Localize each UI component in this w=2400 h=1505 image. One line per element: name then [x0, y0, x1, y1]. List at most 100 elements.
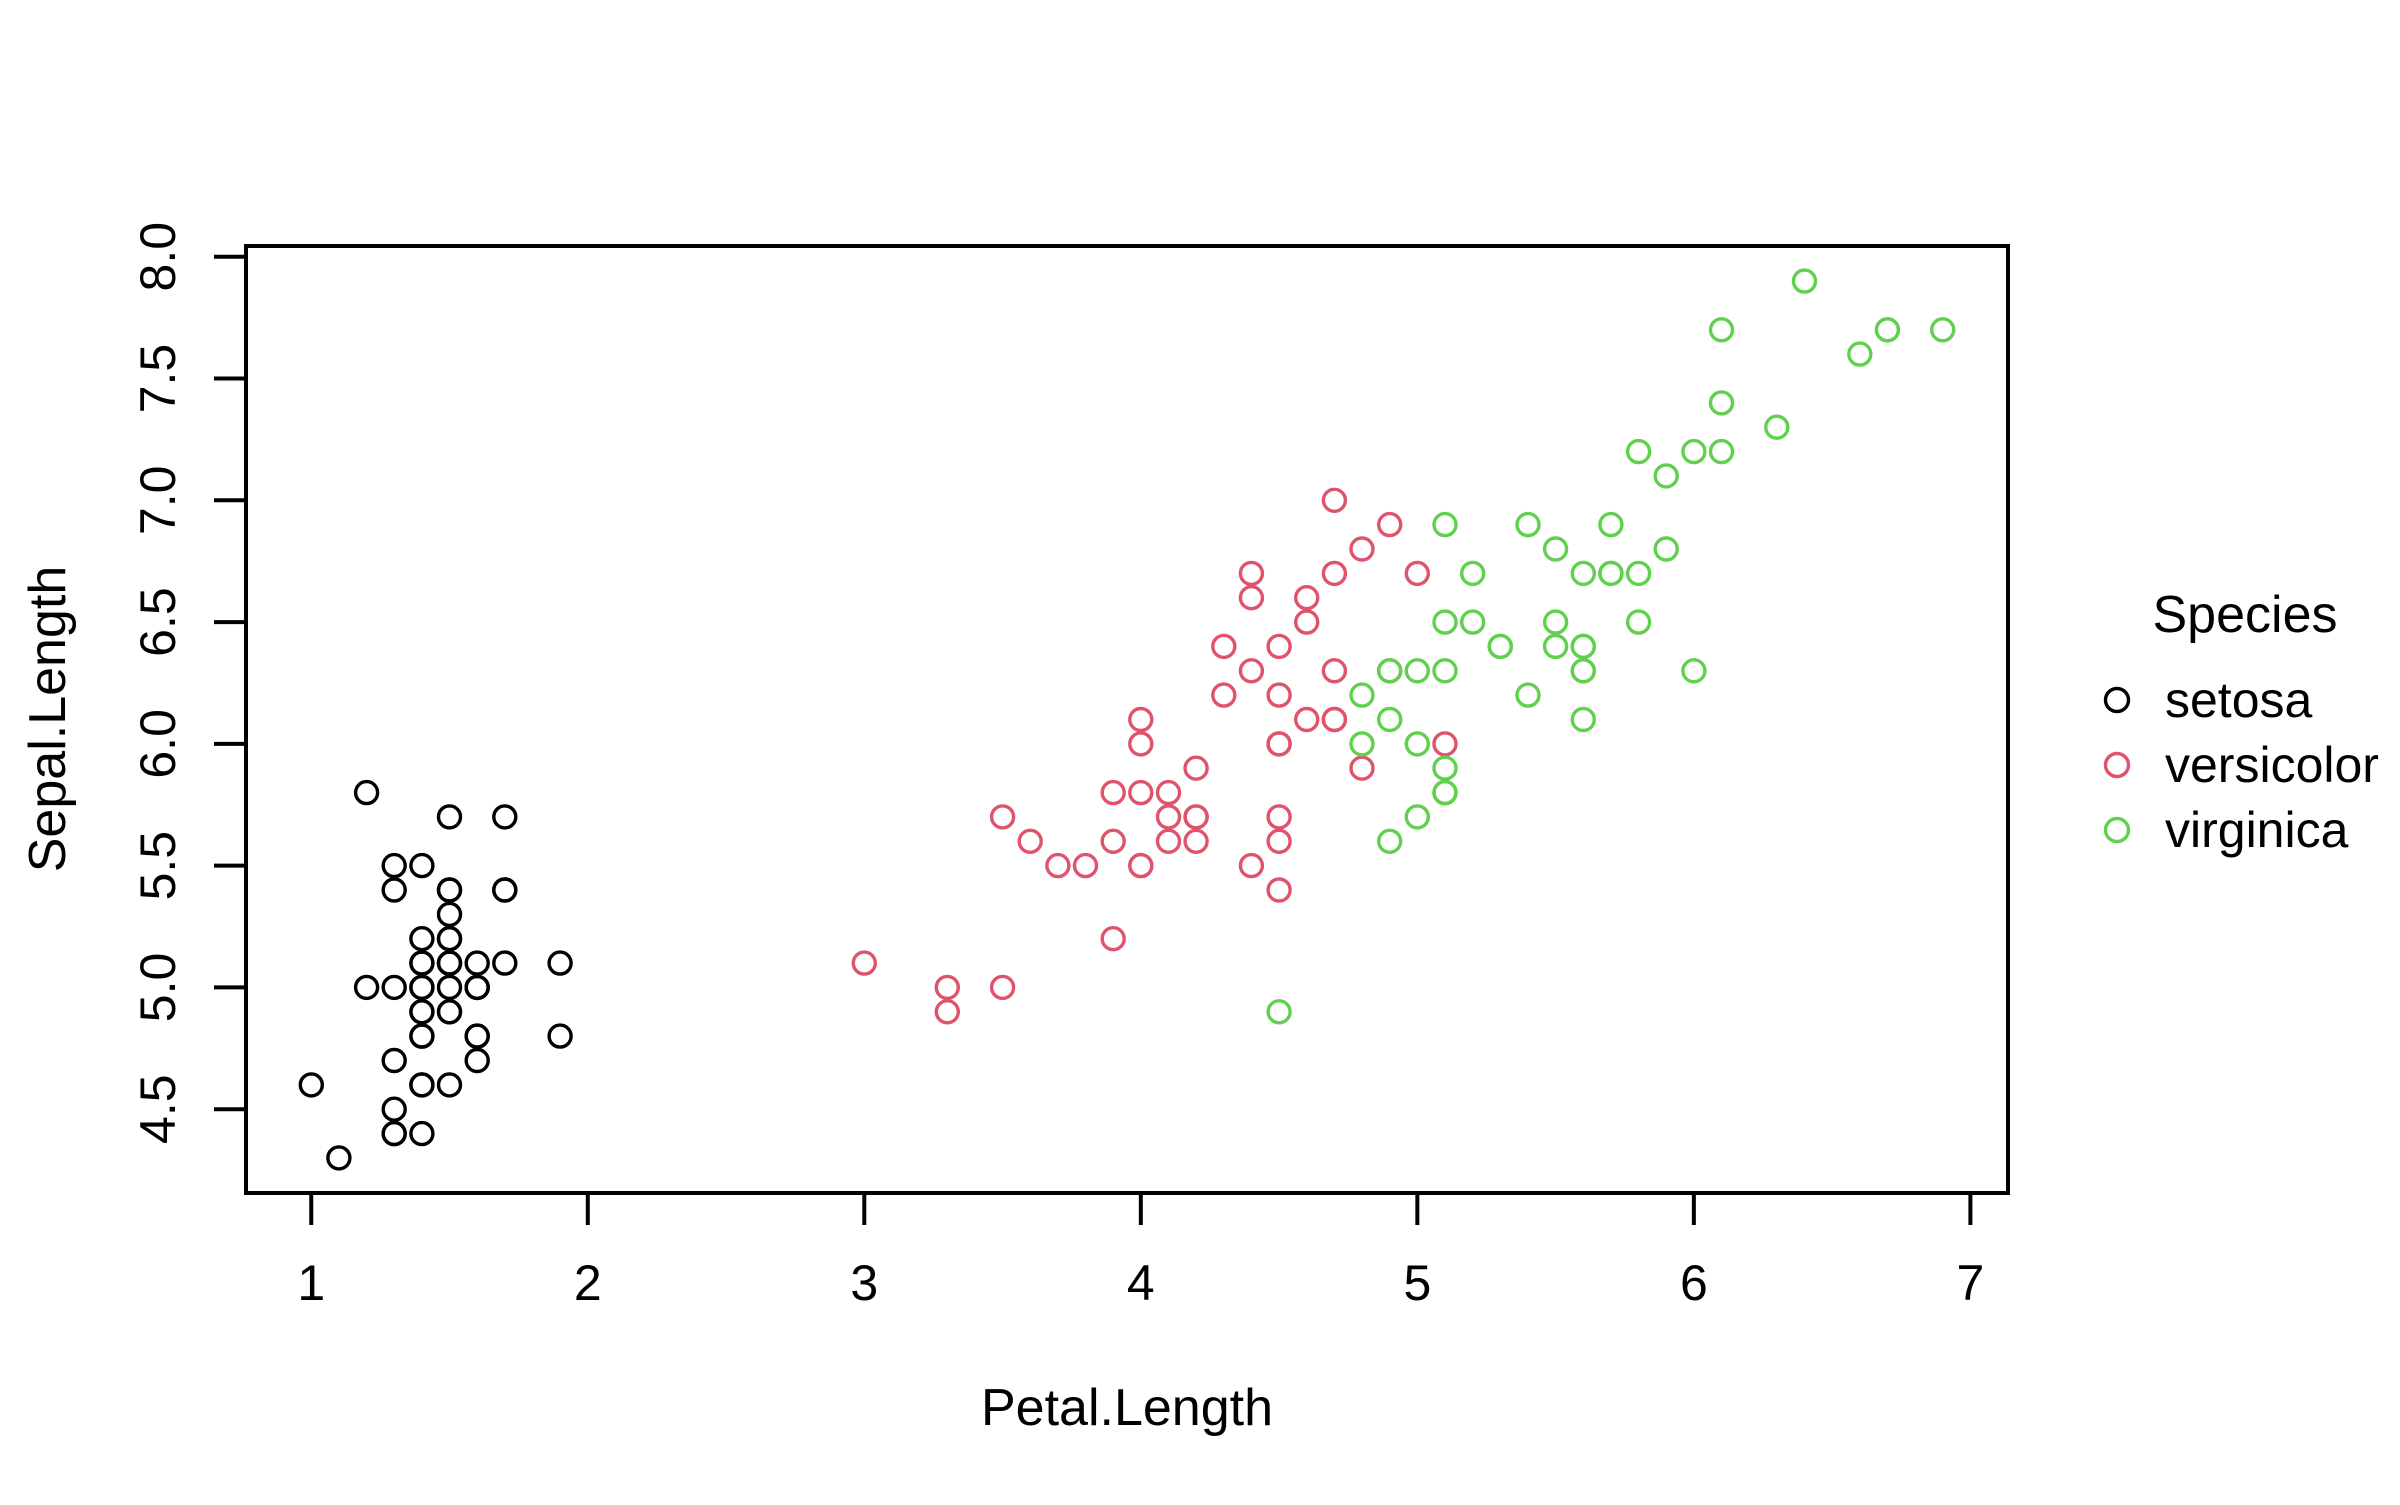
data-point-versicolor — [1266, 804, 1292, 830]
data-point-virginica — [1570, 658, 1597, 684]
data-point-virginica — [1266, 999, 1292, 1025]
data-point-virginica — [1929, 317, 1956, 343]
data-point-virginica — [1487, 633, 1514, 660]
legend-item-virginica: virginica — [2103, 802, 2349, 858]
x-tick-label: 1 — [297, 1255, 325, 1311]
data-point-versicolor — [1349, 755, 1375, 781]
data-point-setosa — [464, 974, 490, 1001]
legend-item-versicolor: versicolor — [2103, 737, 2379, 793]
data-point-versicolor — [1128, 779, 1154, 806]
data-point-versicolor — [1128, 852, 1154, 879]
data-point-virginica — [1764, 414, 1790, 440]
data-point-virginica — [1349, 731, 1375, 757]
data-points-layer — [298, 268, 1956, 1171]
y-tick-label: 8.0 — [130, 222, 186, 292]
data-point-versicolor — [1155, 828, 1182, 854]
data-point-versicolor — [1238, 560, 1265, 587]
data-point-setosa — [298, 1072, 324, 1098]
data-point-versicolor — [1183, 828, 1209, 854]
data-point-versicolor — [1045, 852, 1071, 879]
data-point-setosa — [353, 974, 380, 1001]
data-point-virginica — [1432, 511, 1458, 538]
data-point-virginica — [1459, 609, 1486, 635]
data-point-virginica — [1625, 438, 1652, 465]
y-axis: 4.5 5.0 5.5 6.0 6.5 7.0 7.5 8.0 — [130, 222, 246, 1144]
data-point-versicolor — [1183, 804, 1209, 830]
data-point-virginica — [1847, 341, 1873, 367]
x-tick-label: 3 — [850, 1255, 878, 1311]
data-point-setosa — [409, 1120, 435, 1147]
legend-marker-versicolor — [2103, 751, 2131, 779]
x-axis-title: Petal.Length — [981, 1379, 1273, 1437]
data-point-virginica — [1598, 511, 1624, 538]
data-point-virginica — [1625, 609, 1652, 635]
data-point-setosa — [436, 950, 463, 976]
data-point-virginica — [1459, 560, 1486, 587]
data-point-virginica — [1681, 438, 1707, 465]
data-point-setosa — [381, 974, 407, 1001]
data-point-setosa — [436, 999, 463, 1025]
data-point-versicolor — [1100, 926, 1126, 952]
data-point-versicolor — [1238, 658, 1265, 684]
data-point-virginica — [1570, 560, 1597, 587]
data-point-versicolor — [1321, 487, 1348, 513]
data-point-setosa — [409, 1072, 435, 1098]
x-tick-label: 4 — [1127, 1255, 1155, 1311]
data-point-setosa — [326, 1145, 352, 1171]
data-point-virginica — [1653, 536, 1679, 562]
data-point-virginica — [1515, 682, 1541, 708]
data-point-setosa — [436, 1072, 463, 1098]
data-point-versicolor — [1321, 560, 1348, 587]
legend-label-virginica: virginica — [2165, 802, 2349, 858]
data-point-versicolor — [1266, 682, 1292, 708]
data-point-versicolor — [1211, 682, 1237, 708]
x-tick-label: 2 — [574, 1255, 602, 1311]
data-point-setosa — [464, 1023, 490, 1049]
data-point-setosa — [409, 926, 435, 952]
data-point-versicolor — [1376, 511, 1403, 538]
data-point-versicolor — [1211, 633, 1237, 660]
data-point-versicolor — [1266, 828, 1292, 854]
data-point-versicolor — [1293, 609, 1320, 635]
data-point-versicolor — [1100, 828, 1126, 854]
data-point-virginica — [1432, 609, 1458, 635]
data-point-versicolor — [989, 804, 1016, 830]
data-point-versicolor — [1183, 755, 1209, 781]
legend-marker-virginica — [2103, 816, 2131, 844]
data-point-versicolor — [1100, 779, 1126, 806]
data-point-versicolor — [1238, 585, 1265, 611]
data-point-setosa — [381, 1096, 407, 1122]
data-point-setosa — [353, 779, 380, 806]
data-point-setosa — [436, 901, 463, 928]
y-tick-label: 7.0 — [130, 466, 186, 536]
data-point-versicolor — [1349, 536, 1375, 562]
data-point-versicolor — [1321, 658, 1348, 684]
legend-marker-setosa — [2103, 686, 2131, 714]
data-point-setosa — [547, 950, 573, 976]
data-point-versicolor — [1155, 804, 1182, 830]
data-point-virginica — [1432, 658, 1458, 684]
data-point-setosa — [464, 950, 490, 976]
data-point-versicolor — [989, 974, 1016, 1001]
data-point-setosa — [492, 877, 518, 903]
data-point-setosa — [464, 1047, 490, 1074]
data-point-virginica — [1376, 658, 1403, 684]
data-point-virginica — [1708, 390, 1735, 416]
y-tick-label: 4.5 — [130, 1074, 186, 1144]
legend-title: Species — [2153, 586, 2338, 644]
data-point-setosa — [409, 950, 435, 976]
data-point-setosa — [492, 950, 518, 976]
data-point-setosa — [409, 999, 435, 1025]
x-tick-label: 5 — [1403, 1255, 1431, 1311]
data-point-virginica — [1376, 828, 1403, 854]
data-point-virginica — [1404, 658, 1431, 684]
data-point-virginica — [1570, 706, 1597, 733]
data-point-versicolor — [1155, 779, 1182, 806]
legend-label-versicolor: versicolor — [2165, 737, 2379, 793]
legend: setosa versicolor virginica — [2103, 672, 2379, 858]
data-point-setosa — [381, 1120, 407, 1147]
data-point-virginica — [1598, 560, 1624, 587]
data-point-setosa — [409, 974, 435, 1001]
